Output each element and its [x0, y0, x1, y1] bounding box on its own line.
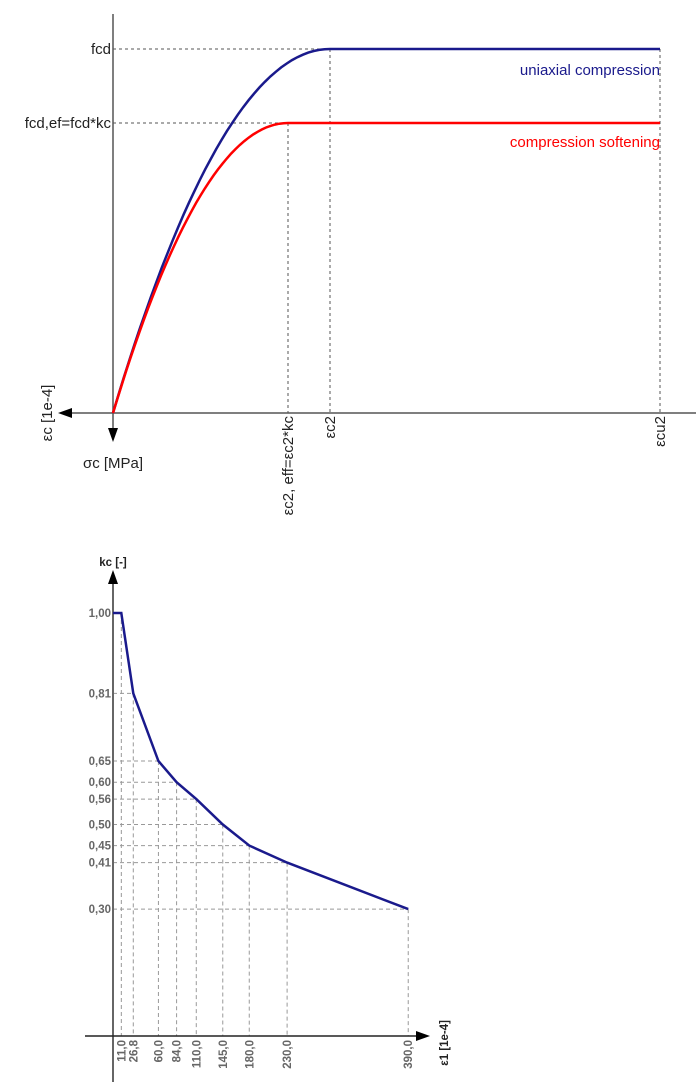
x-tick-label: 26,8 [128, 1039, 140, 1062]
legend-compression-softening: compression softening [510, 134, 660, 151]
y-axis-label: kc [-] [99, 557, 127, 569]
x-tick-label: εc2 [322, 416, 339, 439]
x-tick-label: 110,0 [191, 1040, 203, 1068]
y-tick-label: 0,81 [89, 688, 112, 700]
y-axis-arrow [108, 428, 118, 442]
x-tick-label: 230,0 [282, 1040, 294, 1069]
y-tick-label: 0,45 [89, 841, 112, 853]
y-axis-label: σc [MPa] [83, 455, 143, 472]
legend-uniaxial-compression: uniaxial compression [520, 62, 660, 79]
x-tick-label: εcu2 [652, 416, 669, 447]
x-axis-arrow [416, 1031, 430, 1041]
y-axis-arrow [108, 570, 118, 584]
x-tick-label: 145,0 [218, 1040, 230, 1069]
y-tick-label: 0,65 [89, 756, 112, 768]
y-tick-label: 0,30 [89, 904, 111, 916]
y-tick-fcd: fcd [91, 41, 111, 58]
series-kc [113, 611, 409, 911]
x-tick-label: 60,0 [153, 1040, 165, 1062]
x-axis-label: εc [1e-4] [39, 385, 56, 442]
x-tick-label: 180,0 [244, 1040, 256, 1069]
y-tick-label: 0,50 [89, 820, 111, 832]
y-tick-label: 0,60 [89, 777, 111, 789]
series-compression-softening [111, 121, 660, 414]
x-axis-label: ε1 [1e-4] [439, 1020, 451, 1066]
y-tick-label: 0,41 [89, 858, 112, 870]
y-tick-label: 1,00 [89, 608, 111, 620]
y-tick-fcd-ef: fcd,ef=fcd*kc [25, 115, 112, 132]
x-tick-label: 11,0 [116, 1040, 128, 1062]
x-axis-arrow [58, 408, 72, 418]
y-tick-label: 0,56 [89, 794, 111, 806]
x-tick-label: 390,0 [403, 1040, 415, 1069]
series-uniaxial-compression [111, 47, 660, 414]
x-tick-label: 84,0 [172, 1040, 184, 1062]
x-tick-label: εc2, eff=εc2*kc [280, 416, 297, 516]
